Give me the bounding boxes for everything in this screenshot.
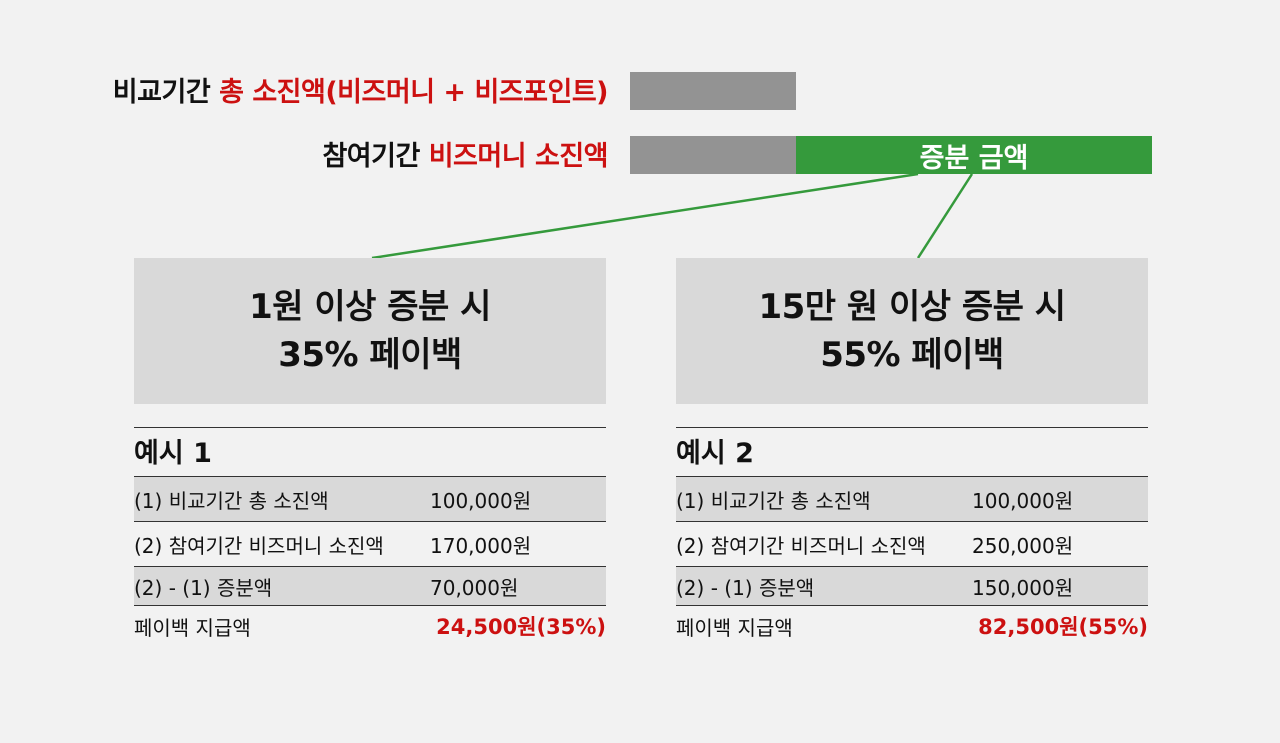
- participation-period-prefix: 참여기간: [322, 141, 420, 172]
- row-value: 150,000원: [972, 575, 1074, 600]
- tier-payback: 55% 페이백: [820, 335, 1004, 375]
- row-label: 페이백 지급액: [676, 615, 793, 640]
- row-label: (2) 참여기간 비즈머니 소진액: [676, 533, 926, 558]
- example-table-2: 예시 2 (1) 비교기간 총 소진액 100,000원 (2) 참여기간 비즈…: [676, 427, 1148, 646]
- tier-box-55: 15만 원 이상 증분 시 55% 페이백: [676, 258, 1148, 404]
- table-row: 페이백 지급액 82,500원(55%): [676, 605, 1148, 646]
- table-row: 페이백 지급액 24,500원(35%): [134, 605, 606, 646]
- row-value: 250,000원: [972, 533, 1074, 558]
- row-label: 페이백 지급액: [134, 615, 251, 640]
- table-row: (2) 참여기간 비즈머니 소진액 250,000원: [676, 521, 1148, 566]
- comparison-spend-bar: [630, 72, 796, 110]
- example-title: 예시 2: [676, 427, 1148, 476]
- row-label: (2) - (1) 증분액: [134, 575, 273, 600]
- increase-amount-label: 증분 금액: [919, 142, 1029, 174]
- increase-amount-bar: 증분 금액: [796, 136, 1152, 174]
- comparison-period-highlight: 총 소진액(비즈머니 + 비즈포인트): [219, 77, 608, 108]
- row-label: (2) 참여기간 비즈머니 소진액: [134, 533, 384, 558]
- table-row: (2) - (1) 증분액 70,000원: [134, 566, 606, 605]
- comparison-period-prefix: 비교기간: [112, 77, 211, 108]
- participation-period-label: 참여기간 비즈머니 소진액: [322, 134, 608, 173]
- row-label: (1) 비교기간 총 소진액: [134, 488, 329, 513]
- row-label: (2) - (1) 증분액: [676, 575, 815, 600]
- example-title: 예시 1: [134, 427, 606, 476]
- row-value: 170,000원: [430, 533, 532, 558]
- tier-box-35: 1원 이상 증분 시 35% 페이백: [134, 258, 606, 404]
- row-value: 70,000원: [430, 575, 519, 600]
- connector-line-tier-1: [371, 172, 919, 260]
- tier-condition: 1원 이상 증분 시: [249, 287, 491, 327]
- table-row: (2) 참여기간 비즈머니 소진액 170,000원: [134, 521, 606, 566]
- row-label: (1) 비교기간 총 소진액: [676, 488, 871, 513]
- tier-payback: 35% 페이백: [278, 335, 462, 375]
- payback-value: 82,500원(55%): [978, 615, 1148, 639]
- row-value: 100,000원: [430, 488, 532, 513]
- participation-base-bar: [630, 136, 796, 174]
- row-value: 100,000원: [972, 488, 1074, 513]
- example-table-1: 예시 1 (1) 비교기간 총 소진액 100,000원 (2) 참여기간 비즈…: [134, 427, 606, 646]
- payback-value: 24,500원(35%): [436, 615, 606, 639]
- connector-line-tier-2: [916, 173, 974, 259]
- table-row: (1) 비교기간 총 소진액 100,000원: [134, 476, 606, 521]
- tier-condition: 15만 원 이상 증분 시: [758, 287, 1066, 327]
- comparison-period-label: 비교기간 총 소진액(비즈머니 + 비즈포인트): [112, 70, 609, 109]
- table-row: (1) 비교기간 총 소진액 100,000원: [676, 476, 1148, 521]
- table-row: (2) - (1) 증분액 150,000원: [676, 566, 1148, 605]
- participation-period-highlight: 비즈머니 소진액: [428, 141, 609, 172]
